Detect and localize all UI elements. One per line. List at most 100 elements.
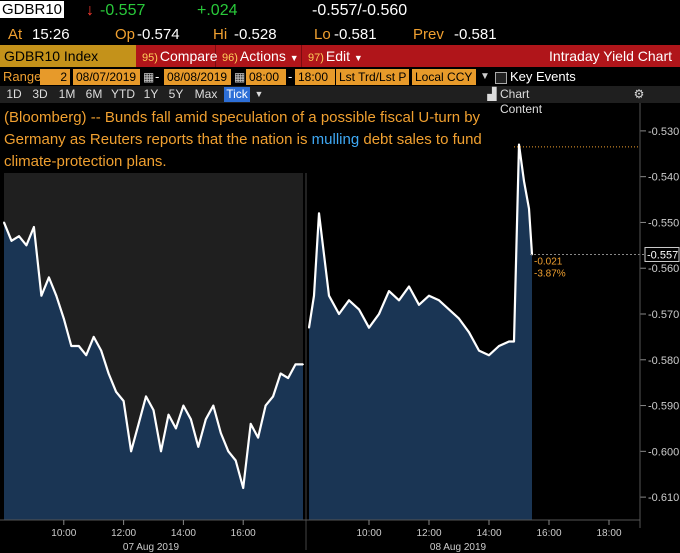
data-point: [55, 294, 58, 297]
data-point: [145, 395, 147, 398]
x-tick-label: 18:00: [596, 528, 621, 539]
compare-button[interactable]: 95) Compare: [138, 45, 218, 67]
data-point: [242, 487, 245, 489]
data-point: [152, 409, 155, 411]
data-point: [338, 313, 340, 315]
data-point: [257, 436, 259, 439]
data-point: [167, 413, 170, 416]
period-ytd[interactable]: YTD: [111, 87, 135, 101]
start-date-field[interactable]: 08/07/2019: [73, 69, 140, 85]
period-max[interactable]: Max: [194, 87, 218, 101]
high-value: -0.528: [234, 26, 277, 43]
quote-line-1: GDBR10 ↓ -0.557 +.024 -0.557/-0.560: [0, 0, 680, 24]
data-point: [234, 459, 237, 462]
data-point: [115, 390, 117, 393]
x-tick-label: 10:00: [356, 528, 381, 539]
data-point: [318, 212, 320, 215]
calendar-icon[interactable]: ▦: [234, 70, 246, 84]
edit-button[interactable]: 97) Edit ▼: [304, 45, 364, 67]
data-point: [182, 404, 185, 407]
y-tick-label: -0.570: [648, 309, 679, 321]
currency-selector[interactable]: Local CCY: [412, 69, 476, 85]
security-field[interactable]: GDBR10 Index: [0, 45, 136, 67]
ticker[interactable]: GDBR10: [0, 1, 65, 18]
period-6m[interactable]: 6M: [85, 87, 103, 101]
data-point: [287, 377, 289, 379]
period-1m[interactable]: 1M: [58, 87, 76, 101]
last-price: -0.557: [100, 2, 146, 19]
actions-label: Actions: [239, 48, 286, 64]
chevron-down-icon: ▼: [353, 53, 363, 63]
news-text-before: (Bloomberg) -- Bunds fall amid speculati…: [4, 109, 481, 148]
data-point: [458, 317, 460, 320]
data-point: [294, 363, 297, 366]
data-point: [70, 345, 73, 347]
key-events-checkbox[interactable]: [495, 72, 507, 84]
end-time-field[interactable]: 18:00: [295, 69, 335, 85]
calendar-icon[interactable]: ▦: [143, 70, 155, 84]
low-value: -0.581: [334, 26, 377, 43]
range-days-field[interactable]: 2: [40, 69, 70, 85]
data-point: [100, 349, 103, 352]
compare-label: Compare: [159, 48, 218, 64]
y-tick-label: -0.610: [648, 492, 679, 504]
y-tick-label: -0.600: [648, 446, 679, 458]
data-point: [348, 299, 350, 302]
range-row: Range 2 08/07/2019 ▦ - 08/08/2019 ▦ 08:0…: [0, 68, 680, 86]
period-5y[interactable]: 5Y: [168, 87, 184, 101]
end-date-field[interactable]: 08/08/2019: [164, 69, 231, 85]
at-label: At: [8, 26, 23, 43]
chart-content-icon: ▟: [487, 87, 497, 101]
data-point: [204, 418, 207, 421]
x-tick-label: 10:00: [51, 528, 76, 539]
chevron-down-icon[interactable]: ▼: [254, 89, 264, 99]
edit-label: Edit: [325, 48, 351, 64]
range-label: Range: [3, 69, 42, 84]
open-value: -0.574: [137, 26, 180, 43]
compare-num: 95): [142, 52, 158, 64]
gear-icon[interactable]: ⚙: [633, 87, 645, 101]
x-tick-label: 16:00: [231, 528, 256, 539]
news-highlight: mulling: [311, 131, 360, 148]
time-dash: -: [288, 69, 293, 84]
data-point: [302, 363, 304, 366]
data-point: [368, 326, 370, 329]
data-point: [398, 299, 400, 302]
actions-button[interactable]: 96) Actions ▼: [218, 45, 302, 67]
start-time-field[interactable]: 08:00: [246, 69, 286, 85]
data-point: [197, 445, 200, 448]
bid-ask: -0.557/-0.560: [312, 2, 408, 19]
data-point: [438, 299, 440, 302]
y-tick-label: -0.550: [648, 217, 679, 229]
date-label: 07 Aug 2019: [123, 542, 180, 553]
data-point: [77, 345, 80, 347]
data-point: [308, 326, 310, 329]
data-point: [264, 404, 267, 407]
yield-chart[interactable]: -0.557 -0.021-3.87% -0.530 -0.540 -0.550 -0.…: [0, 103, 680, 553]
period-1y[interactable]: 1Y: [143, 87, 159, 101]
data-point: [448, 308, 450, 311]
change-label: -0.021: [534, 256, 563, 267]
series-area-2: [309, 144, 532, 520]
period-tick[interactable]: Tick: [224, 87, 250, 102]
quote-time: 15:26: [32, 26, 70, 43]
data-point: [62, 317, 65, 320]
x-tick-label: 12:00: [111, 528, 136, 539]
news-headline[interactable]: (Bloomberg) -- Bunds fall amid speculati…: [4, 107, 504, 173]
data-point: [528, 207, 530, 210]
period-1d[interactable]: 1D: [6, 87, 22, 101]
data-point: [212, 404, 215, 407]
data-point: [478, 349, 480, 352]
x-tick-label: 12:00: [416, 528, 441, 539]
data-point: [48, 276, 50, 279]
range-dash: -: [155, 69, 160, 84]
x-tick-label: 14:00: [171, 528, 196, 539]
chevron-down-icon[interactable]: ▼: [480, 71, 490, 82]
period-3d[interactable]: 3D: [32, 87, 48, 101]
data-point: [175, 427, 177, 430]
data-point: [219, 432, 222, 434]
field-selector[interactable]: Lst Trd/Lst P: [336, 69, 409, 85]
data-point: [33, 226, 35, 228]
data-point: [498, 345, 500, 347]
chart-content-button[interactable]: Chart Content: [500, 87, 543, 116]
